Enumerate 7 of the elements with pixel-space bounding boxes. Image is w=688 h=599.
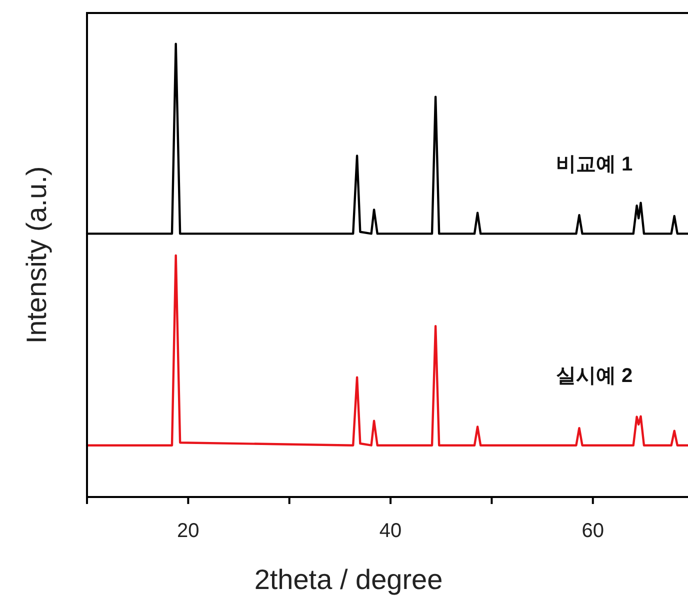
x-tick-label: 40 [379, 520, 402, 542]
x-tick-label: 20 [177, 520, 200, 542]
x-tick-label: 60 [582, 520, 604, 542]
series-label: 실시예 2 [556, 364, 633, 387]
y-axis-title: Intensity (a.u.) [21, 166, 52, 344]
x-axis-title: 2theta / degree [254, 564, 443, 595]
series-label: 비교예 1 [556, 153, 633, 176]
